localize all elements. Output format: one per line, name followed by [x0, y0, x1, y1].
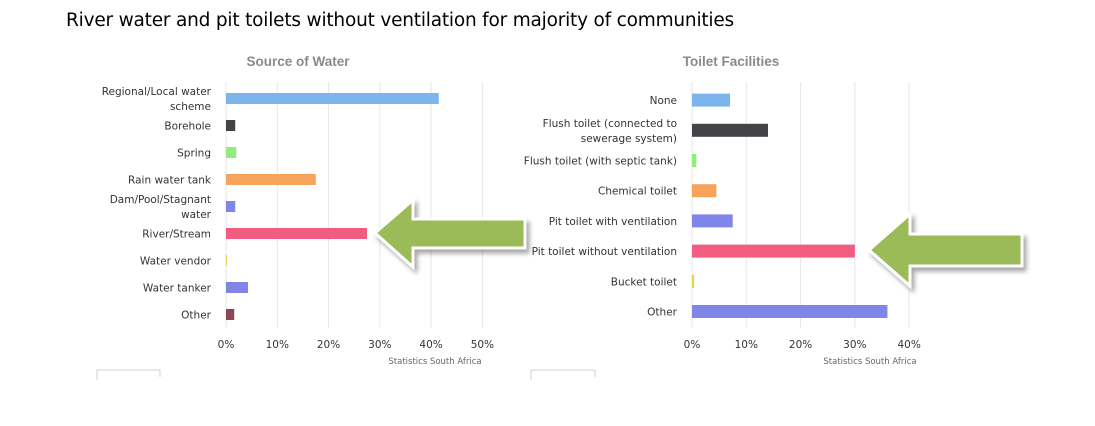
category-label: Chemical toilet: [598, 186, 677, 198]
bar[interactable]: [226, 120, 236, 131]
bar[interactable]: [692, 93, 730, 107]
bar[interactable]: [226, 147, 237, 158]
category-label: Pit toilet with ventilation: [549, 216, 677, 228]
category-label: Other: [181, 310, 211, 322]
bar[interactable]: [226, 93, 439, 104]
bar[interactable]: [692, 123, 768, 137]
x-tick-label: 0%: [684, 339, 701, 351]
x-tick-label: 30%: [368, 339, 391, 351]
category-label: Flush toilet (connected to sewerage syste…: [543, 118, 677, 145]
category-label: Rain water tank: [128, 175, 212, 187]
x-tick-label: 10%: [735, 339, 758, 351]
bar[interactable]: [692, 305, 888, 318]
panel-stub-left: [96, 369, 161, 380]
x-tick-label: 40%: [897, 339, 920, 351]
category-label: Water tanker: [143, 283, 212, 295]
x-tick-label: 20%: [789, 339, 812, 351]
bar[interactable]: [226, 228, 367, 239]
chart-title: Source of Water: [246, 54, 350, 69]
category-label: Bucket toilet: [611, 276, 677, 288]
slide-title: River water and pit toilets without vent…: [66, 10, 734, 31]
highlight-arrow-toilet: [866, 210, 1024, 290]
category-label: Other: [647, 307, 677, 319]
chart-credit: Statistics South Africa: [388, 357, 481, 367]
panel-stub-right: [530, 369, 596, 380]
bar[interactable]: [226, 201, 236, 212]
x-tick-label: 20%: [317, 339, 340, 351]
chart-credit: Statistics South Africa: [823, 357, 916, 367]
bar[interactable]: [226, 282, 249, 293]
x-tick-label: 50%: [471, 339, 494, 351]
x-tick-label: 10%: [266, 339, 289, 351]
chart-toilet-facilities: Toilet Facilities Statistics South Afric…: [524, 54, 921, 367]
category-label: Borehole: [164, 121, 211, 133]
x-tick-label: 40%: [419, 339, 442, 351]
category-label: River/Stream: [142, 229, 211, 241]
gridlines: [225, 82, 483, 328]
x-tick-label: 30%: [843, 339, 866, 351]
bar[interactable]: [692, 214, 733, 228]
chart-source-of-water: Source of Water Statistics South Africa …: [102, 54, 494, 367]
category-label: Flush toilet (with septic tank): [524, 156, 677, 168]
category-label: Dam/Pool/Stagnant water: [110, 194, 212, 221]
category-label: None: [650, 95, 677, 107]
category-label: Pit toilet without ventilation: [532, 246, 677, 258]
bar[interactable]: [226, 255, 228, 266]
bar[interactable]: [692, 154, 697, 167]
x-tick-label: 0%: [218, 339, 235, 351]
bar[interactable]: [692, 184, 717, 198]
category-label: Spring: [177, 148, 211, 160]
bar[interactable]: [692, 274, 695, 288]
bar[interactable]: [226, 309, 235, 320]
arrow-left-shape: [372, 196, 527, 271]
bar[interactable]: [692, 244, 855, 258]
chart-title: Toilet Facilities: [683, 54, 780, 69]
category-label: Regional/Local water scheme: [102, 86, 212, 113]
bar[interactable]: [226, 174, 316, 185]
arrow-left-shape: [866, 210, 1024, 290]
highlight-arrow-water: [372, 196, 527, 271]
category-label: Water vendor: [140, 256, 212, 268]
gridlines: [691, 82, 910, 328]
